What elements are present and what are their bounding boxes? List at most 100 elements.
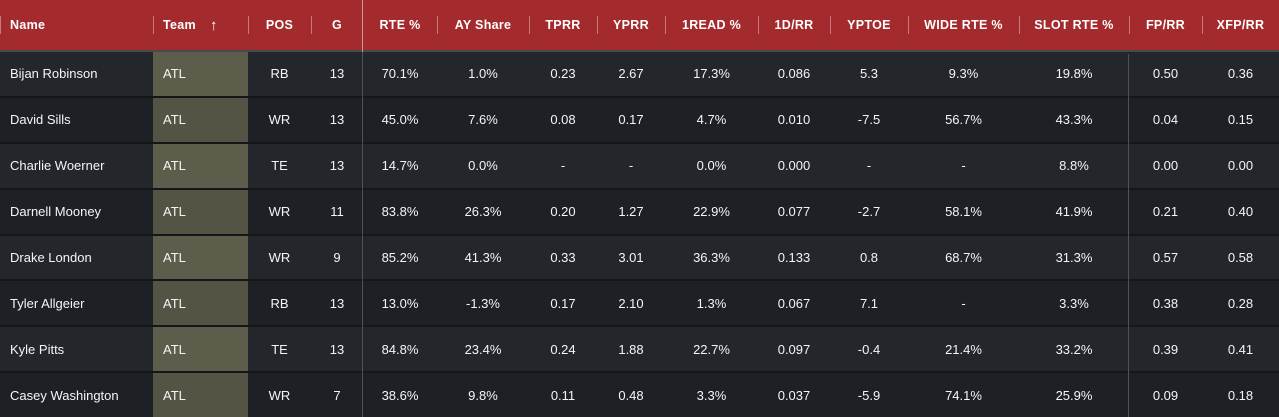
cell-rte: 84.8%	[381, 341, 419, 357]
column-header-name[interactable]: Name	[0, 0, 153, 50]
cell-xfp_rr: 0.15	[1227, 112, 1254, 128]
cell-yptoe: -	[866, 158, 872, 174]
cell-pos: WR	[268, 112, 291, 128]
column-header-fp_rr[interactable]: FP/RR	[1129, 0, 1202, 50]
cell-slot_rte: 43.3%	[1055, 112, 1093, 128]
cell-d1_rr: 0.133	[777, 249, 811, 265]
cell-fp_rr: 0.00	[1152, 158, 1179, 174]
cell-tprr: 0.17	[550, 295, 576, 311]
column-header-label: 1D/RR	[774, 18, 814, 32]
cell-team: ATL	[153, 235, 248, 280]
cell-yprr: 2.67	[618, 66, 644, 82]
cell-tprr: 0.11	[550, 387, 576, 403]
cell-wide_rte: 74.1%	[945, 387, 982, 403]
table-row[interactable]: Darnell Mooney ATL WR 11 83.8% 26.3% 0.20 1.27 2…	[0, 187, 1279, 234]
column-header-read1[interactable]: 1READ %	[665, 0, 758, 50]
cell-d1_rr: 0.077	[777, 204, 811, 220]
cell-g: 13	[329, 112, 345, 128]
cell-ay_share: 41.3%	[464, 249, 502, 265]
cell-ay_share: 23.4%	[464, 341, 502, 357]
cell-rte: 70.1%	[381, 66, 419, 82]
cell-rte: 83.8%	[381, 204, 419, 220]
cell-tprr: 0.23	[550, 66, 576, 82]
cell-name: Casey Washington	[10, 387, 119, 403]
column-header-yprr[interactable]: YPRR	[597, 0, 665, 50]
column-header-rte[interactable]: RTE %	[363, 0, 437, 50]
column-header-label: XFP/RR	[1216, 18, 1265, 32]
cell-d1_rr: 0.086	[777, 66, 811, 82]
cell-g: 13	[329, 66, 345, 82]
table-row[interactable]: David Sills ATL WR 13 45.0% 7.6% 0.08 0.17 4.7% 0…	[0, 95, 1279, 142]
cell-team: ATL	[153, 327, 248, 372]
cell-yptoe: -0.4	[857, 341, 881, 357]
cell-tprr: 0.08	[550, 112, 576, 128]
column-header-xfp_rr[interactable]: XFP/RR	[1202, 0, 1279, 50]
column-header-tprr[interactable]: TPRR	[529, 0, 597, 50]
table-row[interactable]: Bijan Robinson ATL RB 13 70.1% 1.0% 0.23 2.67 17…	[0, 52, 1279, 96]
cell-fp_rr: 0.57	[1152, 249, 1179, 265]
column-header-g[interactable]: G	[311, 0, 363, 50]
column-header-team[interactable]: Team ↑	[153, 0, 248, 50]
cell-team: ATL	[153, 52, 248, 96]
cell-yprr: -	[628, 158, 634, 174]
column-header-ay_share[interactable]: AY Share	[437, 0, 529, 50]
cell-wide_rte: 56.7%	[945, 112, 982, 128]
table-row[interactable]: Drake London ATL WR 9 85.2% 41.3% 0.33 3.01 36.3…	[0, 233, 1279, 280]
cell-pos: WR	[268, 387, 291, 403]
cell-read1: 22.7%	[693, 341, 730, 357]
cell-pos: TE	[271, 341, 288, 357]
pinned-right-divider	[1128, 54, 1129, 417]
pinned-left-divider	[362, 0, 363, 417]
table-row[interactable]: Kyle Pitts ATL TE 13 84.8% 23.4% 0.24 1.88 22.7%…	[0, 325, 1279, 372]
cell-d1_rr: 0.037	[777, 387, 811, 403]
table-row[interactable]: Charlie Woerner ATL TE 13 14.7% 0.0% - - 0.0% 0.0…	[0, 141, 1279, 188]
sort-ascending-icon: ↑	[209, 16, 218, 34]
cell-wide_rte: 21.4%	[945, 341, 982, 357]
table-row[interactable]: Casey Washington ATL WR 7 38.6% 9.8% 0.11 0.48 3…	[0, 371, 1279, 417]
column-header-wide_rte[interactable]: WIDE RTE %	[908, 0, 1019, 50]
column-header-label: Team	[163, 18, 196, 32]
cell-xfp_rr: 0.36	[1227, 66, 1254, 82]
column-header-slot_rte[interactable]: SLOT RTE %	[1019, 0, 1129, 50]
cell-read1: 36.3%	[693, 249, 730, 265]
cell-pos: TE	[271, 158, 288, 174]
cell-fp_rr: 0.39	[1152, 341, 1179, 357]
column-header-yptoe[interactable]: YPTOE	[830, 0, 908, 50]
column-header-label: YPTOE	[847, 18, 891, 32]
cell-d1_rr: 0.097	[777, 341, 811, 357]
cell-rte: 14.7%	[381, 158, 419, 174]
cell-g: 7	[333, 387, 341, 403]
column-header-d1_rr[interactable]: 1D/RR	[758, 0, 830, 50]
cell-team: ATL	[153, 143, 248, 188]
cell-d1_rr: 0.010	[777, 112, 811, 128]
column-header-label: 1READ %	[681, 18, 742, 32]
cell-yprr: 3.01	[618, 249, 644, 265]
cell-slot_rte: 25.9%	[1055, 387, 1093, 403]
cell-g: 13	[329, 158, 345, 174]
cell-read1: 3.3%	[696, 387, 727, 403]
cell-pos: RB	[270, 66, 289, 82]
cell-tprr: 0.24	[550, 341, 576, 357]
cell-g: 9	[333, 249, 341, 265]
cell-name: Tyler Allgeier	[10, 295, 85, 311]
cell-ay_share: 0.0%	[468, 158, 498, 174]
table-body: Bijan Robinson ATL RB 13 70.1% 1.0% 0.23 2.67 17…	[0, 52, 1279, 417]
cell-xfp_rr: 0.18	[1227, 387, 1254, 403]
cell-yprr: 1.27	[618, 204, 644, 220]
cell-name: Bijan Robinson	[10, 66, 98, 82]
column-header-pos[interactable]: POS	[248, 0, 311, 50]
column-header-label: TPRR	[545, 18, 581, 32]
cell-team: ATL	[153, 189, 248, 234]
cell-team: ATL	[153, 97, 248, 142]
cell-yptoe: 5.3	[859, 66, 879, 82]
cell-fp_rr: 0.38	[1152, 295, 1179, 311]
cell-slot_rte: 31.3%	[1055, 249, 1093, 265]
table-row[interactable]: Tyler Allgeier ATL RB 13 13.0% -1.3% 0.17 2.10 1…	[0, 279, 1279, 326]
cell-read1: 22.9%	[693, 204, 730, 220]
cell-yptoe: -5.9	[857, 387, 881, 403]
column-header-label: SLOT RTE %	[1034, 18, 1114, 32]
cell-pos: WR	[268, 249, 291, 265]
cell-ay_share: 26.3%	[464, 204, 502, 220]
cell-pos: WR	[268, 204, 291, 220]
